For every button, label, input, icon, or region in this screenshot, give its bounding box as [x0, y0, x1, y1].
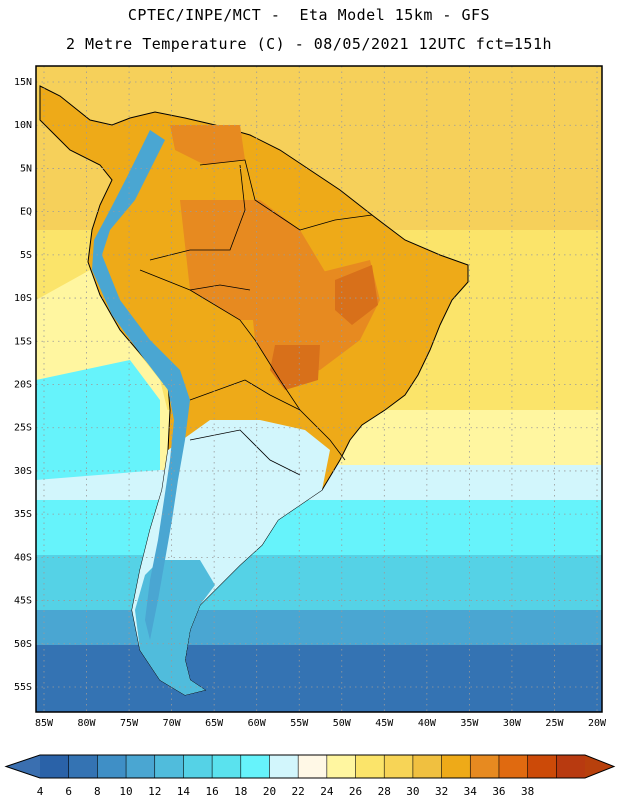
map-field	[36, 66, 602, 712]
colorbar-swatch	[298, 755, 328, 778]
longitude-label: 60W	[248, 718, 267, 729]
colorbar-labels: 4 6 8 10 12 14 16 18 20 22 24 26 28 30 32 34 36 38	[37, 785, 535, 798]
colorbar-swatch	[240, 755, 270, 778]
colorbar-swatch	[498, 755, 529, 778]
colorbar-lower-arrow	[6, 755, 40, 778]
colorbar-swatch	[183, 755, 213, 778]
longitude-label: 40W	[418, 718, 437, 729]
colorbar-label: 22	[292, 785, 305, 798]
longitude-label: 55W	[290, 718, 309, 729]
ocean-cold-band-1	[36, 500, 602, 560]
colorbar-label: 30	[406, 785, 419, 798]
latitude-label: 15S	[14, 336, 32, 347]
colorbar-upper-arrow	[585, 755, 614, 778]
colorbar-swatch	[556, 755, 586, 778]
colorbar-label: 8	[94, 785, 101, 798]
longitude-label: 35W	[460, 718, 479, 729]
latitude-label: 30S	[14, 466, 32, 477]
colorbar-swatch	[355, 755, 385, 778]
colorbar-swatch	[412, 755, 443, 778]
graticule	[36, 66, 602, 712]
longitude-label: 70W	[163, 718, 182, 729]
latitude-label: EQ	[20, 207, 32, 218]
colorbar-swatch	[269, 755, 299, 778]
colorbar-swatch	[40, 755, 70, 778]
map-frame	[35, 65, 603, 713]
longitude-label: 65W	[205, 718, 224, 729]
colorbar-swatch	[326, 755, 357, 778]
latitude-label: 10S	[14, 293, 32, 304]
colorbar-swatch	[212, 755, 242, 778]
colorbar-label: 24	[320, 785, 334, 798]
colorbar-label: 36	[492, 785, 505, 798]
longitude-label: 85W	[35, 718, 54, 729]
hottest-region-south	[270, 345, 320, 390]
longitude-label: 30W	[503, 718, 522, 729]
latitude-label: 40S	[14, 552, 32, 563]
colorbar-label: 20	[263, 785, 276, 798]
colorbar-swatch	[97, 755, 127, 778]
latitude-label: 35S	[14, 509, 32, 520]
latitude-label: 15N	[14, 77, 32, 88]
colorbar-swatch	[126, 755, 156, 778]
longitude-labels: 85W 80W 75W 70W 65W 60W 55W 50W 45W 40W 35W 30W 25W 2…	[35, 718, 607, 729]
hottest-region	[335, 265, 378, 325]
colorbar-swatch	[154, 755, 184, 778]
andes-cold-ridge	[92, 130, 190, 640]
ocean-cold-band-4	[36, 645, 602, 712]
latitude-label: 25S	[14, 423, 32, 434]
longitude-label: 25W	[545, 718, 564, 729]
colorbar-label: 18	[234, 785, 247, 798]
latitude-label: 45S	[14, 596, 32, 607]
colorbar-swatch	[441, 755, 471, 778]
colorbar-label: 6	[65, 785, 72, 798]
country-borders	[139, 159, 373, 476]
hot-region-north	[170, 125, 245, 165]
colorbar-label: 38	[521, 785, 534, 798]
colorbar-swatch	[384, 755, 414, 778]
ocean-cold-band-2	[36, 555, 602, 615]
longitude-label: 75W	[120, 718, 139, 729]
colorbar-label: 34	[464, 785, 478, 798]
colorbar-label: 14	[177, 785, 191, 798]
ocean-cold-band-3	[36, 610, 602, 650]
colorbar-swatch	[68, 755, 98, 778]
colorbar-label: 16	[205, 785, 218, 798]
latitude-label: 20S	[14, 380, 32, 391]
latitude-label: 50S	[14, 639, 32, 650]
latitude-label: 55S	[14, 682, 32, 693]
longitude-label: 50W	[333, 718, 352, 729]
pacific-cold-tongue	[36, 360, 160, 480]
colorbar-swatch	[527, 755, 557, 778]
longitude-label: 20W	[588, 718, 607, 729]
colorbar-label: 10	[119, 785, 132, 798]
colorbar-swatch	[470, 755, 500, 778]
colorbar-label: 32	[435, 785, 448, 798]
colorbar-label: 26	[349, 785, 362, 798]
latitude-labels: 15N 10N 5N EQ 5S 10S 15S 20S 25S 30S 35S 40S 45S 50S 5…	[14, 77, 32, 693]
map-title-line-2: 2 Metre Temperature (C) - 08/05/2021 12U…	[65, 35, 553, 53]
colorbar-label: 28	[378, 785, 391, 798]
latitude-label: 5N	[20, 163, 32, 174]
latitude-label: 10N	[14, 120, 32, 131]
longitude-label: 45W	[375, 718, 394, 729]
colorbar	[4, 754, 616, 779]
colorbar-label: 12	[148, 785, 161, 798]
colorbar-outline	[4, 754, 616, 779]
latitude-label: 5S	[20, 250, 32, 261]
colorbar-label: 4	[37, 785, 44, 798]
longitude-label: 80W	[78, 718, 97, 729]
map-title-line-1: CPTEC/INPE/MCT - Eta Model 15km - GFS	[127, 6, 491, 24]
